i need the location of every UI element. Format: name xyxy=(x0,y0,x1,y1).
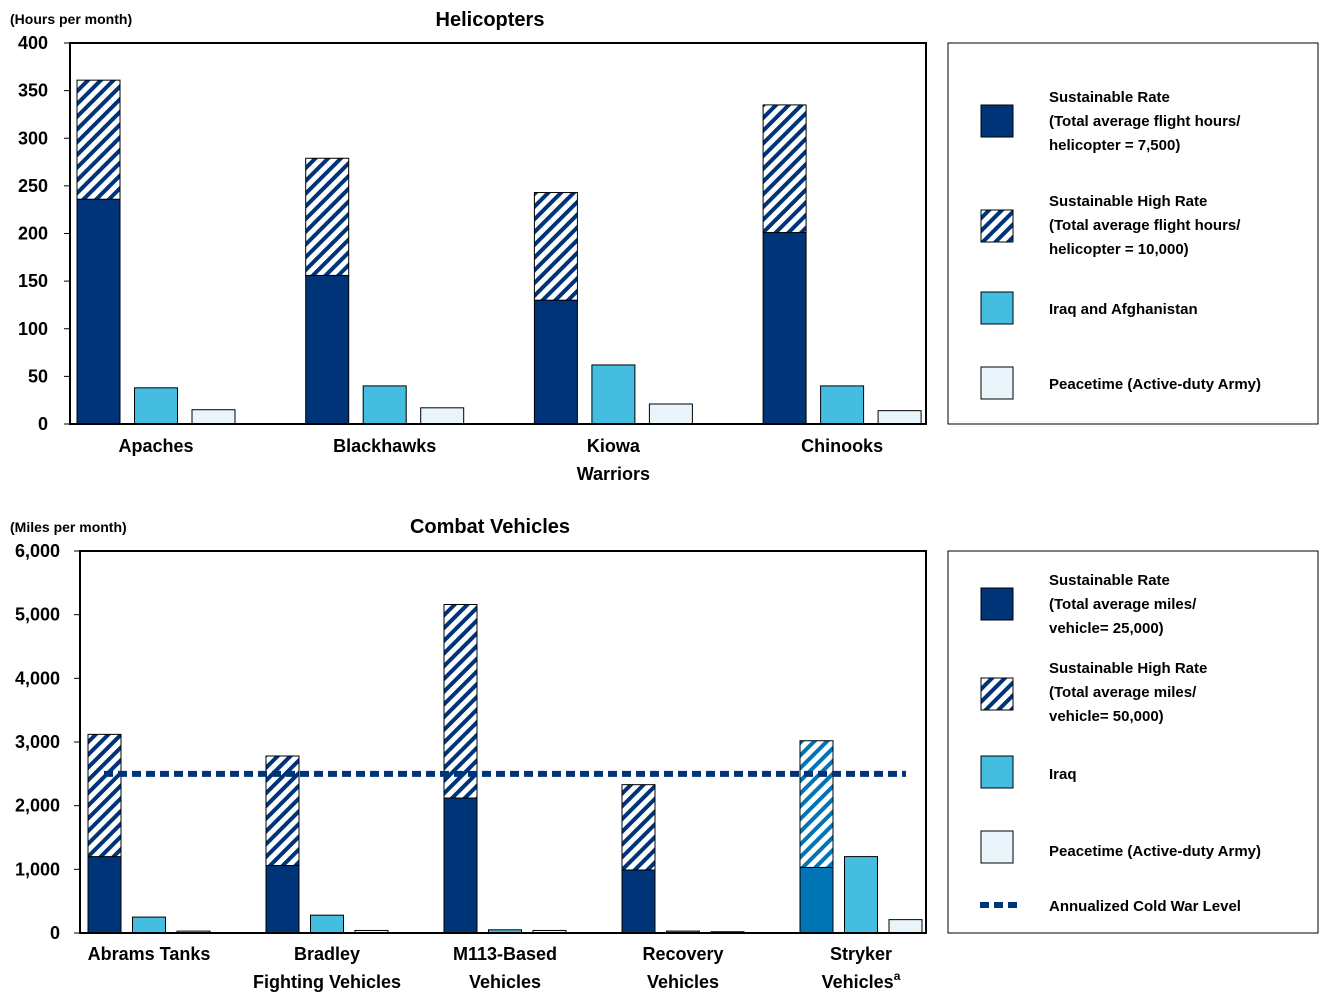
y-tick-label: 200 xyxy=(18,224,48,244)
bar-sustainable-high-rate xyxy=(533,192,578,301)
legend-label-high-rate: Sustainable High Rate (Total average fli… xyxy=(1049,193,1245,258)
legend-label-peacetime: Peacetime (Active-duty Army) xyxy=(1049,843,1261,860)
bar-sustainable-rate xyxy=(762,232,807,425)
bar-sustainable-rate xyxy=(533,299,578,425)
legend-swatch-high-rate xyxy=(980,677,1014,711)
legend-swatch-peacetime xyxy=(980,366,1014,400)
y-tick-label: 5,000 xyxy=(15,605,60,625)
x-tick-label: M113-Based Vehicles xyxy=(453,944,557,992)
bar-iraq xyxy=(844,856,878,934)
x-tick-labels: Apaches Blackhawks Kiowa Warriors Chinooks xyxy=(118,436,883,484)
y-tick-label: 250 xyxy=(18,176,48,196)
x-tick-label: Blackhawks xyxy=(333,436,436,456)
legend-label-cold-war: Annualized Cold War Level xyxy=(1049,898,1241,915)
bar-sustainable-high-rate xyxy=(76,79,121,200)
bar-sustainable-high-rate xyxy=(762,104,807,234)
x-tick-label: Recovery Vehicles xyxy=(642,944,723,992)
y-tick-label: 1,000 xyxy=(15,859,60,879)
x-tick-label: Chinooks xyxy=(801,436,883,456)
bar-sustainable-high-rate xyxy=(305,157,350,276)
x-tick-label: Bradley Fighting Vehicles xyxy=(253,944,401,992)
x-tick-label: Apaches xyxy=(118,436,193,456)
legend-swatch-iraq xyxy=(980,755,1014,789)
plot-frame xyxy=(79,550,927,934)
y-tick-label: 50 xyxy=(28,366,48,386)
legend-label-iraq: Iraq xyxy=(1049,766,1077,783)
bars xyxy=(87,603,923,934)
chart-combat-vehicles: (Miles per month) Combat Vehicles 0 1,000… xyxy=(10,516,927,992)
bar-peacetime xyxy=(877,410,922,425)
y-axis-label: (Miles per month) xyxy=(10,519,127,535)
bar-peacetime xyxy=(648,403,693,425)
y-tick-labels: 0 50 100 150 200 250 300 350 400 xyxy=(18,33,70,434)
bar-iraq xyxy=(134,387,178,425)
chart-title: Helicopters xyxy=(436,9,545,31)
chart-title: Combat Vehicles xyxy=(410,516,570,538)
bar-iraq xyxy=(820,385,865,425)
bars xyxy=(76,79,922,425)
bar-iraq xyxy=(132,916,166,934)
y-tick-label: 300 xyxy=(18,128,48,148)
y-tick-label: 400 xyxy=(18,33,48,53)
legend-label-high-rate: Sustainable High Rate (Total average mil… xyxy=(1049,660,1212,725)
bar-sustainable-rate xyxy=(305,274,350,425)
y-tick-label: 3,000 xyxy=(15,732,60,752)
bar-sustainable-rate xyxy=(265,865,300,934)
bar-sustainable-high-rate xyxy=(443,603,478,799)
y-tick-label: 0 xyxy=(38,414,48,434)
legend-swatch-sustainable xyxy=(980,104,1014,138)
bar-iraq xyxy=(591,364,636,425)
y-axis-label: (Hours per month) xyxy=(10,11,132,27)
bar-peacetime xyxy=(420,407,465,425)
legend-swatch-sustainable xyxy=(980,587,1014,621)
legend-helicopters: Sustainable Rate (Total average flight h… xyxy=(947,42,1319,425)
legend-swatch-iraq xyxy=(980,291,1014,325)
x-tick-label: Stryker Vehiclesa xyxy=(822,944,901,992)
y-tick-label: 350 xyxy=(18,81,48,101)
x-tick-labels: Abrams Tanks Bradley Fighting Vehicles M113… xyxy=(88,944,901,992)
y-tick-label: 6,000 xyxy=(15,541,60,561)
y-tick-label: 150 xyxy=(18,271,48,291)
legend-combat-vehicles: Sustainable Rate (Total average miles/ v… xyxy=(947,550,1319,934)
bar-sustainable-high-rate xyxy=(799,740,834,868)
y-tick-label: 4,000 xyxy=(15,668,60,688)
x-tick-label: Abrams Tanks xyxy=(88,944,211,964)
legend-label-sustainable: Sustainable Rate (Total average miles/ v… xyxy=(1049,572,1200,637)
legend-label-peacetime: Peacetime (Active-duty Army) xyxy=(1049,376,1261,393)
bar-sustainable-rate xyxy=(76,198,121,425)
legend-swatch-peacetime xyxy=(980,830,1014,864)
bar-peacetime xyxy=(191,409,236,425)
bar-sustainable-high-rate xyxy=(87,733,122,858)
bar-sustainable-high-rate xyxy=(621,784,656,871)
legend-label-iraq: Iraq and Afghanistan xyxy=(1049,301,1198,318)
y-tick-label: 100 xyxy=(18,319,48,339)
bar-iraq xyxy=(310,914,344,934)
y-tick-label: 2,000 xyxy=(15,796,60,816)
chart-helicopters: (Hours per month) Helicopters 0 50 100 150 2… xyxy=(10,9,927,484)
plot-frame xyxy=(69,42,927,425)
legend-label-sustainable: Sustainable Rate (Total average flight h… xyxy=(1049,89,1245,154)
bar-peacetime xyxy=(888,919,923,934)
bar-sustainable-rate xyxy=(621,869,656,934)
y-tick-label: 0 xyxy=(50,923,60,943)
bar-sustainable-rate xyxy=(87,856,122,934)
legend-swatch-high-rate xyxy=(980,209,1014,243)
bar-iraq xyxy=(362,385,407,425)
bar-sustainable-rate xyxy=(799,866,834,934)
y-tick-labels: 0 1,000 2,000 3,000 4,000 5,000 6,000 xyxy=(15,541,80,943)
x-tick-label: Kiowa Warriors xyxy=(577,436,650,484)
bar-sustainable-rate xyxy=(443,797,478,934)
